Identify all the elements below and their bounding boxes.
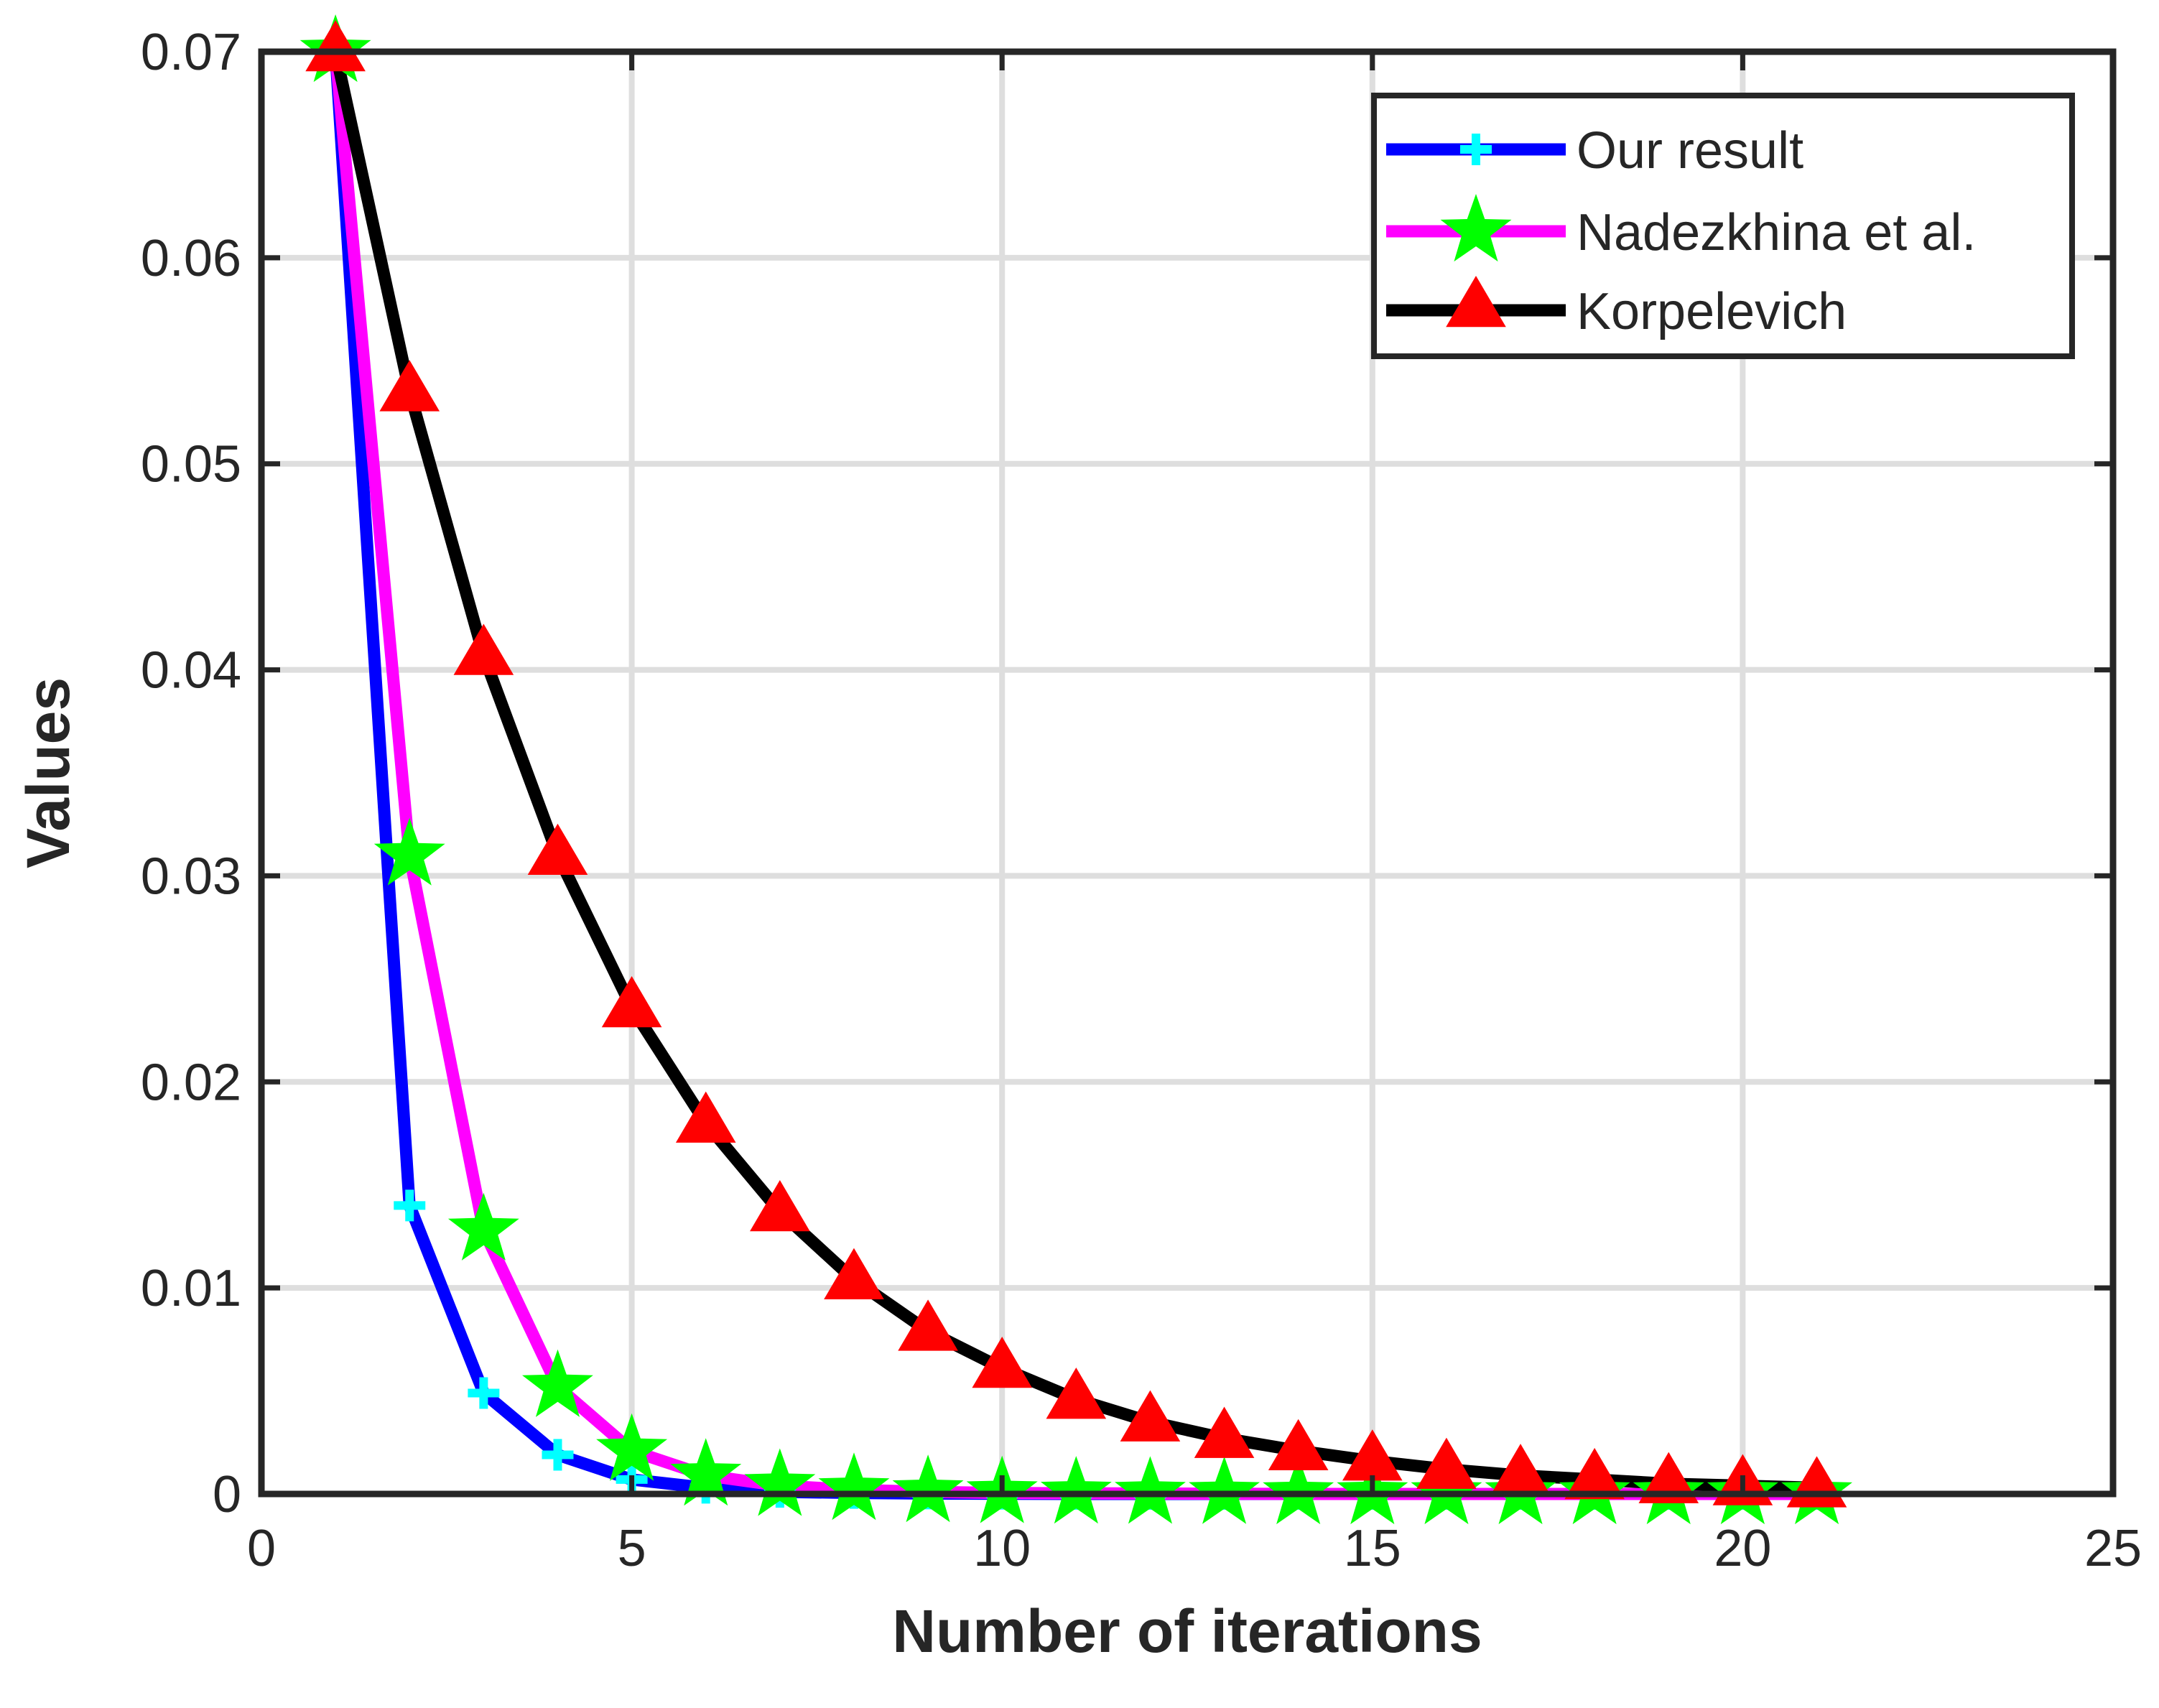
triangle-marker bbox=[750, 1180, 810, 1232]
star-marker bbox=[596, 1413, 668, 1481]
axis-ticks bbox=[259, 49, 2116, 1497]
star-marker bbox=[373, 817, 445, 886]
y-tick-label: 0.05 bbox=[141, 436, 241, 493]
series-3-markers bbox=[305, 20, 1847, 1508]
plus-marker bbox=[394, 1189, 426, 1222]
triangle-marker bbox=[453, 623, 514, 675]
plus-marker bbox=[542, 1439, 574, 1471]
triangle-marker bbox=[1490, 1444, 1551, 1495]
star-marker bbox=[892, 1454, 964, 1523]
y-tick-label: 0 bbox=[213, 1466, 241, 1523]
legend-triangle-marker bbox=[1446, 276, 1506, 328]
y-tick-label: 0.02 bbox=[141, 1054, 241, 1111]
star-marker bbox=[1040, 1456, 1112, 1524]
legend-label: Our result bbox=[1577, 122, 1803, 180]
grid bbox=[261, 52, 2113, 1494]
y-tick-labels: 0 0.01 0.02 0.03 0.04 0.05 0.06 0.07 bbox=[141, 24, 241, 1523]
y-tick-label: 0.07 bbox=[141, 24, 241, 81]
y-tick-label: 0.04 bbox=[141, 642, 241, 700]
triangle-marker bbox=[379, 360, 440, 412]
triangle-marker bbox=[1120, 1390, 1181, 1442]
x-tick-label: 15 bbox=[1344, 1520, 1401, 1577]
x-tick-label: 5 bbox=[618, 1520, 646, 1577]
triangle-marker bbox=[1046, 1368, 1107, 1419]
y-tick-label: 0.06 bbox=[141, 230, 241, 287]
star-marker bbox=[1263, 1457, 1334, 1525]
y-tick-label: 0.01 bbox=[141, 1260, 241, 1317]
star-marker bbox=[1189, 1456, 1260, 1524]
x-tick-label: 10 bbox=[973, 1520, 1031, 1577]
star-marker bbox=[1411, 1457, 1482, 1525]
plot-frame bbox=[258, 48, 2117, 1498]
triangle-marker bbox=[305, 20, 366, 72]
x-axis-title: Number of iterations bbox=[892, 1597, 1482, 1665]
x-tick-label: 20 bbox=[1714, 1520, 1771, 1577]
legend-label: Nadezkhina et al. bbox=[1577, 204, 1976, 261]
legend-item: Nadezkhina et al. bbox=[1386, 194, 1976, 262]
star-marker bbox=[522, 1349, 593, 1417]
triangle-marker bbox=[898, 1299, 958, 1351]
star-marker bbox=[447, 1192, 519, 1261]
triangle-marker bbox=[527, 823, 588, 876]
triangle-marker bbox=[972, 1337, 1032, 1388]
star-marker bbox=[1115, 1456, 1186, 1524]
legend-item: Korpelevich bbox=[1386, 276, 1847, 340]
x-tick-label: 25 bbox=[2084, 1520, 2142, 1577]
triangle-marker bbox=[824, 1248, 884, 1299]
star-marker bbox=[744, 1448, 816, 1516]
triangle-marker bbox=[1564, 1447, 1625, 1500]
star-marker bbox=[818, 1452, 890, 1521]
triangle-marker bbox=[601, 976, 662, 1028]
triangle-marker bbox=[675, 1091, 736, 1143]
triangle-marker bbox=[1416, 1437, 1477, 1489]
legend-item: Our result bbox=[1386, 122, 1803, 180]
x-tick-label: 0 bbox=[247, 1520, 276, 1577]
plus-marker bbox=[468, 1377, 500, 1409]
triangle-marker bbox=[1342, 1429, 1403, 1481]
legend-star-marker bbox=[1440, 194, 1512, 262]
star-marker bbox=[670, 1438, 742, 1506]
y-tick-label: 0.03 bbox=[141, 848, 241, 905]
triangle-marker bbox=[1638, 1452, 1699, 1503]
legend: Our result Nadezkhina et al. Korpelevich bbox=[1371, 93, 2075, 359]
legend-label: Korpelevich bbox=[1577, 283, 1847, 340]
triangle-marker bbox=[1268, 1419, 1329, 1471]
x-tick-labels: 0 5 10 15 20 25 bbox=[247, 1520, 2142, 1577]
triangle-marker bbox=[1194, 1406, 1255, 1458]
y-axis-title: Values bbox=[14, 677, 82, 868]
legend-plus-marker bbox=[1460, 134, 1492, 165]
